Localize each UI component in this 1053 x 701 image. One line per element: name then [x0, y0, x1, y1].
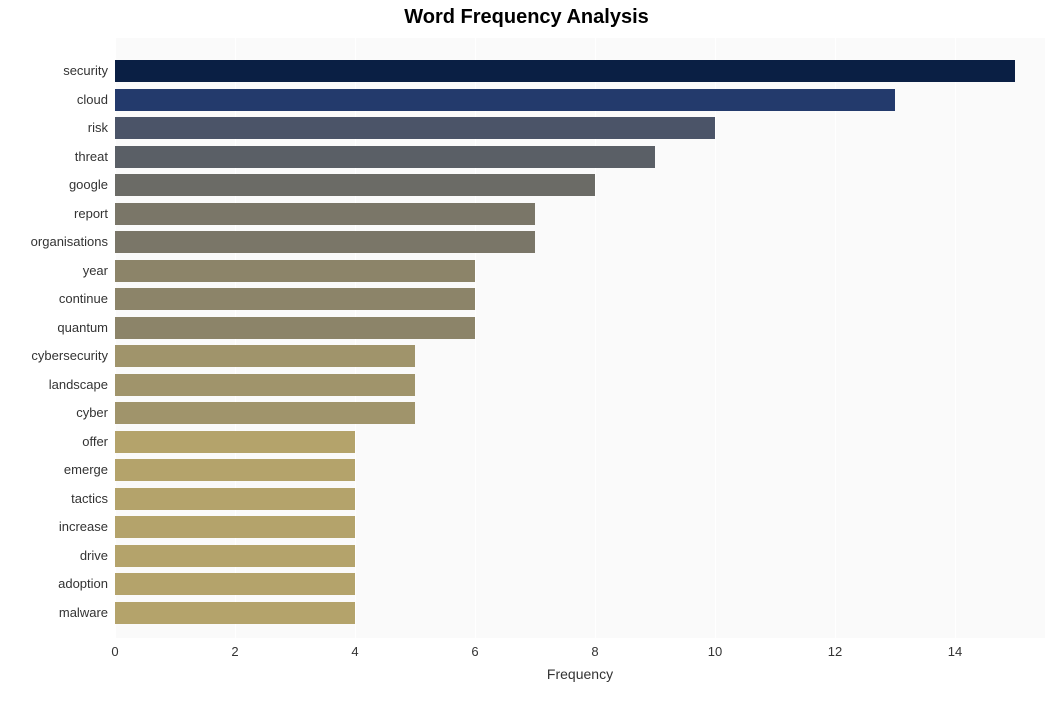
- bar-tactics: [115, 488, 355, 510]
- bar-continue: [115, 288, 475, 310]
- bar-increase: [115, 516, 355, 538]
- y-tick-label: quantum: [0, 317, 108, 339]
- x-tick-label: 8: [591, 644, 598, 659]
- bar-risk: [115, 117, 715, 139]
- y-tick-label: landscape: [0, 374, 108, 396]
- chart-title: Word Frequency Analysis: [0, 6, 1053, 29]
- bar-landscape: [115, 374, 415, 396]
- y-tick-label: google: [0, 174, 108, 196]
- y-tick-label: security: [0, 60, 108, 82]
- bar-offer: [115, 431, 355, 453]
- y-tick-label: organisations: [0, 231, 108, 253]
- bar-drive: [115, 545, 355, 567]
- x-tick-label: 0: [111, 644, 118, 659]
- plot-area: [115, 38, 1045, 638]
- bar-report: [115, 203, 535, 225]
- y-tick-label: risk: [0, 117, 108, 139]
- y-tick-label: offer: [0, 431, 108, 453]
- y-tick-label: adoption: [0, 573, 108, 595]
- y-tick-label: tactics: [0, 488, 108, 510]
- bar-cybersecurity: [115, 345, 415, 367]
- y-tick-label: continue: [0, 288, 108, 310]
- bar-quantum: [115, 317, 475, 339]
- bar-emerge: [115, 459, 355, 481]
- x-tick-label: 10: [708, 644, 722, 659]
- y-tick-label: cyber: [0, 402, 108, 424]
- x-tick-label: 6: [471, 644, 478, 659]
- word-frequency-chart: Word Frequency Analysis security cloud ris…: [0, 0, 1053, 701]
- gridline: [715, 38, 716, 638]
- bar-cyber: [115, 402, 415, 424]
- y-tick-label: threat: [0, 146, 108, 168]
- y-tick-label: drive: [0, 545, 108, 567]
- y-tick-label: increase: [0, 516, 108, 538]
- x-tick-label: 2: [231, 644, 238, 659]
- bar-adoption: [115, 573, 355, 595]
- gridline: [835, 38, 836, 638]
- bar-threat: [115, 146, 655, 168]
- bar-year: [115, 260, 475, 282]
- x-tick-label: 14: [948, 644, 962, 659]
- bar-malware: [115, 602, 355, 624]
- y-tick-label: emerge: [0, 459, 108, 481]
- y-tick-label: cloud: [0, 89, 108, 111]
- bar-organisations: [115, 231, 535, 253]
- y-tick-label: malware: [0, 602, 108, 624]
- x-axis-title: Frequency: [115, 666, 1045, 682]
- bar-cloud: [115, 89, 895, 111]
- x-tick-label: 12: [828, 644, 842, 659]
- y-tick-label: year: [0, 260, 108, 282]
- bar-google: [115, 174, 595, 196]
- y-tick-label: cybersecurity: [0, 345, 108, 367]
- gridline: [955, 38, 956, 638]
- bar-security: [115, 60, 1015, 82]
- y-tick-label: report: [0, 203, 108, 225]
- x-tick-label: 4: [351, 644, 358, 659]
